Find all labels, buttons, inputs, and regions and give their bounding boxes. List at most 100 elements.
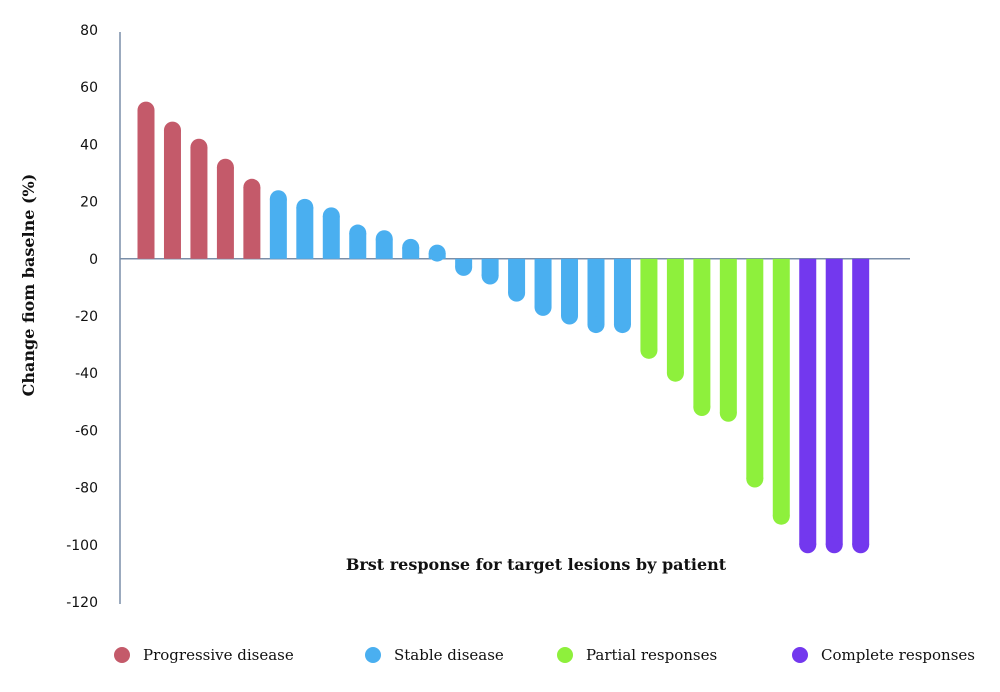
bar	[719, 258, 737, 422]
bar	[269, 190, 287, 259]
bar	[825, 258, 843, 554]
bar	[799, 258, 817, 554]
bar	[216, 158, 234, 259]
y-axis-title: Change fiom baselne (%)	[19, 174, 38, 397]
bar-cap	[666, 364, 684, 382]
bar	[508, 258, 526, 302]
bar-body	[561, 258, 579, 316]
bar-body	[269, 198, 287, 259]
bar-cap	[852, 536, 870, 554]
bar	[428, 244, 446, 262]
y-tick-label: -100	[66, 538, 98, 554]
bar	[137, 101, 155, 259]
legend-item: Progressive disease	[114, 646, 294, 664]
y-tick-label: -120	[66, 595, 98, 611]
legend: Progressive disease Stable disease Partial…	[114, 646, 975, 664]
bar	[613, 258, 631, 334]
y-tick-label: 60	[80, 80, 98, 96]
bar-body	[190, 147, 208, 259]
bar	[375, 230, 393, 259]
bar-cap	[799, 536, 817, 554]
bar-cap	[163, 121, 181, 139]
bar	[746, 258, 764, 488]
bar	[852, 258, 870, 554]
bar	[349, 224, 367, 259]
bar-cap	[322, 207, 340, 225]
bar-body	[640, 258, 658, 351]
y-tick-label: -60	[75, 423, 98, 439]
y-tick-label: 20	[80, 195, 98, 211]
bar	[772, 258, 790, 525]
y-tick-label: -40	[75, 366, 98, 382]
bar-cap	[269, 190, 287, 208]
bar-cap	[693, 399, 711, 417]
y-tick-label: 0	[89, 252, 98, 268]
y-tick-label: 80	[80, 23, 98, 39]
bar-body	[852, 258, 870, 545]
legend-swatch	[114, 647, 130, 663]
bar-body	[322, 215, 340, 259]
bar-body	[746, 258, 764, 480]
bar-cap	[137, 101, 155, 119]
bar-cap	[216, 158, 234, 176]
bar	[322, 207, 340, 259]
bar	[402, 238, 420, 259]
legend-label: Progressive disease	[143, 646, 294, 664]
bar	[455, 258, 473, 276]
bar	[534, 258, 552, 316]
bar	[587, 258, 605, 334]
bar	[163, 121, 181, 259]
y-tick-label: 40	[80, 137, 98, 153]
bar	[243, 178, 261, 259]
bar-cap	[825, 536, 843, 554]
bar-cap	[375, 230, 393, 248]
legend-label: Partial responses	[586, 646, 717, 664]
bar	[693, 258, 711, 417]
bar	[296, 198, 314, 259]
bar-body	[799, 258, 817, 545]
y-tick-label: -20	[75, 309, 98, 325]
bar-cap	[587, 316, 605, 334]
bar-cap	[746, 470, 764, 488]
legend-item: Stable disease	[365, 646, 504, 664]
bar-body	[296, 207, 314, 259]
bar-body	[163, 130, 181, 259]
bar-cap	[719, 404, 737, 422]
legend-swatch	[792, 647, 808, 663]
bar-body	[613, 258, 631, 325]
bars-group	[137, 101, 870, 554]
y-axis-ticks: 80 60 40 20 0 -20 -40 -60 -80 -100 -120	[66, 23, 98, 611]
bar-cap	[428, 244, 446, 262]
bar-body	[216, 167, 234, 259]
x-axis-title: Brst response for target lesions by pati…	[346, 555, 727, 574]
bar-body	[587, 258, 605, 325]
bar-cap	[481, 267, 499, 285]
bar-cap	[613, 316, 631, 334]
legend-item: Complete responses	[792, 646, 975, 664]
legend-label: Stable disease	[394, 646, 504, 664]
bar-cap	[508, 284, 526, 302]
bar-cap	[561, 307, 579, 325]
bar-cap	[534, 298, 552, 316]
bar	[481, 258, 499, 285]
bar-cap	[296, 198, 314, 216]
bar-body	[508, 258, 526, 294]
bar-cap	[455, 258, 473, 276]
legend-swatch	[365, 647, 381, 663]
bar	[190, 138, 208, 259]
bar-body	[719, 258, 737, 414]
bar-body	[772, 258, 790, 517]
bar-body	[137, 110, 155, 259]
bar-body	[534, 258, 552, 308]
bar	[561, 258, 579, 325]
bar	[640, 258, 658, 359]
bar-cap	[402, 238, 420, 256]
bar-body	[825, 258, 843, 545]
bar-cap	[349, 224, 367, 242]
bar-body	[243, 187, 261, 259]
bar	[666, 258, 684, 382]
bar-cap	[243, 178, 261, 196]
y-tick-label: -80	[75, 481, 98, 497]
legend-item: Partial responses	[557, 646, 717, 664]
